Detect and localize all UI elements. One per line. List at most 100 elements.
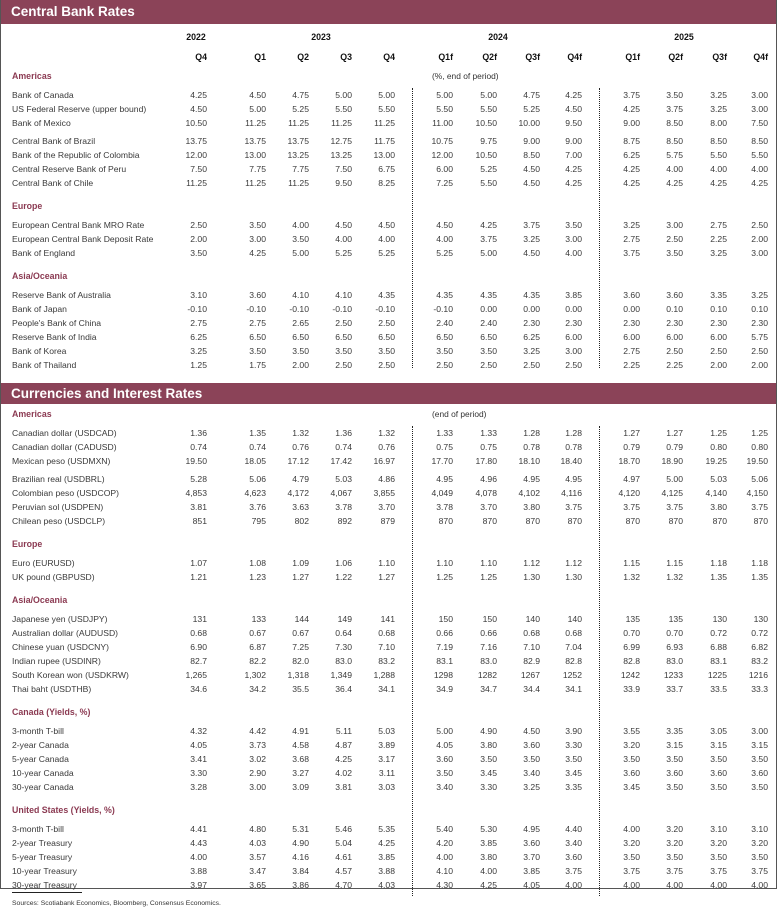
cell-value: 150 bbox=[482, 614, 497, 624]
cell-value: 82.7 bbox=[190, 656, 207, 666]
table-row: Central Bank of Brazil 13.75 13.75 13.75 12.… bbox=[1, 134, 776, 148]
section-body: Americas (%, end of period) Bank of Canada… bbox=[1, 64, 776, 372]
cell-value: 6.88 bbox=[710, 642, 727, 652]
cell-value: 2.75 bbox=[623, 346, 640, 356]
cell-value: 2.40 bbox=[480, 318, 497, 328]
cell-value: 5.04 bbox=[335, 838, 352, 848]
row-label: People's Bank of China bbox=[12, 318, 102, 328]
cell-value: 11.00 bbox=[432, 118, 453, 128]
cell-value: 3.75 bbox=[623, 866, 640, 876]
cell-value: 1.25 bbox=[190, 360, 207, 370]
cell-value: 133 bbox=[251, 614, 266, 624]
cell-value: 11.25 bbox=[288, 118, 309, 128]
cell-value: 0.78 bbox=[523, 442, 540, 452]
cell-value: 3.50 bbox=[480, 754, 497, 764]
cell-value: 3.20 bbox=[623, 740, 640, 750]
cell-value: 1.25 bbox=[710, 428, 727, 438]
cell-value: 0.78 bbox=[565, 442, 582, 452]
cell-value: 3.25 bbox=[710, 248, 727, 258]
row-label: Reserve Bank of India bbox=[12, 332, 97, 342]
section-body: Americas (end of period) Canadian dollar (… bbox=[1, 404, 776, 907]
cell-value: 870 bbox=[438, 516, 453, 526]
cell-value: 33.9 bbox=[623, 684, 640, 694]
cell-value: 1.10 bbox=[436, 558, 453, 568]
cell-value: 4.96 bbox=[480, 474, 497, 484]
quarter-header: Q3f bbox=[712, 52, 727, 62]
table-row: 10-year Canada 3.30 2.90 3.27 4.02 3.11 3.50 3.… bbox=[1, 766, 776, 780]
cell-value: 33.5 bbox=[710, 684, 727, 694]
cell-value: 5.31 bbox=[292, 824, 309, 834]
cell-value: 3.76 bbox=[249, 502, 266, 512]
cell-value: 35.5 bbox=[292, 684, 309, 694]
cell-value: 3.75 bbox=[623, 90, 640, 100]
row-label: Indian rupee (USDINR) bbox=[12, 656, 101, 666]
cell-value: 34.1 bbox=[378, 684, 395, 694]
section-central-bank-rates: Central Bank Rates 2022 2023 2024 2025 Q4 Q1 Q2… bbox=[1, 0, 776, 372]
table-row: Colombian peso (USDCOP) 4,853 4,623 4,172 4,… bbox=[1, 486, 776, 500]
cell-value: 4.00 bbox=[565, 248, 582, 258]
cell-value: 1.32 bbox=[623, 572, 640, 582]
cell-value: 82.0 bbox=[292, 656, 309, 666]
cell-value: 6.50 bbox=[292, 332, 309, 342]
cell-value: -0.10 bbox=[289, 304, 309, 314]
row-label: Peruvian sol (USDPEN) bbox=[12, 502, 104, 512]
cell-value: 1.32 bbox=[378, 428, 395, 438]
section-title: Currencies and Interest Rates bbox=[1, 383, 776, 404]
cell-value: 5.40 bbox=[436, 824, 453, 834]
cell-value: 1.22 bbox=[335, 572, 352, 582]
cell-value: 5.25 bbox=[292, 104, 309, 114]
cell-value: 1,349 bbox=[330, 670, 352, 680]
cell-value: 3.25 bbox=[710, 90, 727, 100]
cell-value: 3.50 bbox=[436, 768, 453, 778]
cell-value: 7.75 bbox=[292, 164, 309, 174]
row-block: 3-month T-bill 4.41 4.80 5.31 5.46 5.35 5.40 5.… bbox=[1, 822, 776, 892]
cell-value: 4.50 bbox=[378, 220, 395, 230]
row-label: Mexican peso (USDMXN) bbox=[12, 456, 111, 466]
table-row: Australian dollar (AUDUSD) 0.68 0.67 0.67 0.… bbox=[1, 626, 776, 640]
cell-value: 2.00 bbox=[751, 234, 768, 244]
row-label: 3-month T-bill bbox=[12, 726, 64, 736]
cell-value: 8.50 bbox=[666, 118, 683, 128]
cell-value: 140 bbox=[567, 614, 582, 624]
cell-value: 10.75 bbox=[431, 136, 453, 146]
cell-value: 3.11 bbox=[378, 768, 395, 778]
table-row: 5-year Treasury 4.00 3.57 4.16 4.61 3.85 4.00 3… bbox=[1, 850, 776, 864]
cell-value: 34.6 bbox=[190, 684, 207, 694]
cell-value: 2.30 bbox=[751, 318, 768, 328]
cell-value: 13.75 bbox=[185, 136, 207, 146]
cell-value: -0.10 bbox=[187, 304, 207, 314]
cell-value: 1.33 bbox=[436, 428, 453, 438]
cell-value: -0.10 bbox=[332, 304, 352, 314]
cell-value: 3.75 bbox=[523, 220, 540, 230]
cell-value: 4,140 bbox=[705, 488, 727, 498]
cell-value: 0.68 bbox=[378, 628, 395, 638]
cell-value: 870 bbox=[525, 516, 540, 526]
cell-value: 5.46 bbox=[335, 824, 352, 834]
forecast-divider bbox=[412, 88, 413, 368]
cell-value: 3.80 bbox=[523, 502, 540, 512]
cell-value: 82.9 bbox=[523, 656, 540, 666]
cell-value: 2.50 bbox=[751, 220, 768, 230]
cell-value: 0.00 bbox=[623, 304, 640, 314]
cell-value: 3.88 bbox=[378, 866, 395, 876]
cell-value: 4.91 bbox=[292, 726, 309, 736]
cell-value: 4.50 bbox=[523, 726, 540, 736]
cell-value: 7.00 bbox=[565, 150, 582, 160]
cell-value: 13.75 bbox=[244, 136, 266, 146]
cell-value: 1.28 bbox=[523, 428, 540, 438]
cell-value: 5.00 bbox=[378, 90, 395, 100]
cell-value: 5.50 bbox=[436, 104, 453, 114]
cell-value: 6.00 bbox=[666, 332, 683, 342]
cell-value: 0.70 bbox=[666, 628, 683, 638]
cell-value: 2.50 bbox=[335, 360, 352, 370]
group-heading-label: Asia/Oceania bbox=[12, 595, 68, 605]
cell-value: 3.00 bbox=[666, 220, 683, 230]
cell-value: 5.28 bbox=[190, 474, 207, 484]
cell-value: 4.70 bbox=[335, 880, 352, 890]
cell-value: 3.00 bbox=[249, 782, 266, 792]
cell-value: 8.50 bbox=[523, 150, 540, 160]
cell-value: 3.75 bbox=[751, 866, 768, 876]
table-row: Bank of Mexico 10.50 11.25 11.25 11.25 11.25 1… bbox=[1, 116, 776, 130]
cell-value: 5.06 bbox=[249, 474, 266, 484]
cell-value: 5.75 bbox=[751, 332, 768, 342]
